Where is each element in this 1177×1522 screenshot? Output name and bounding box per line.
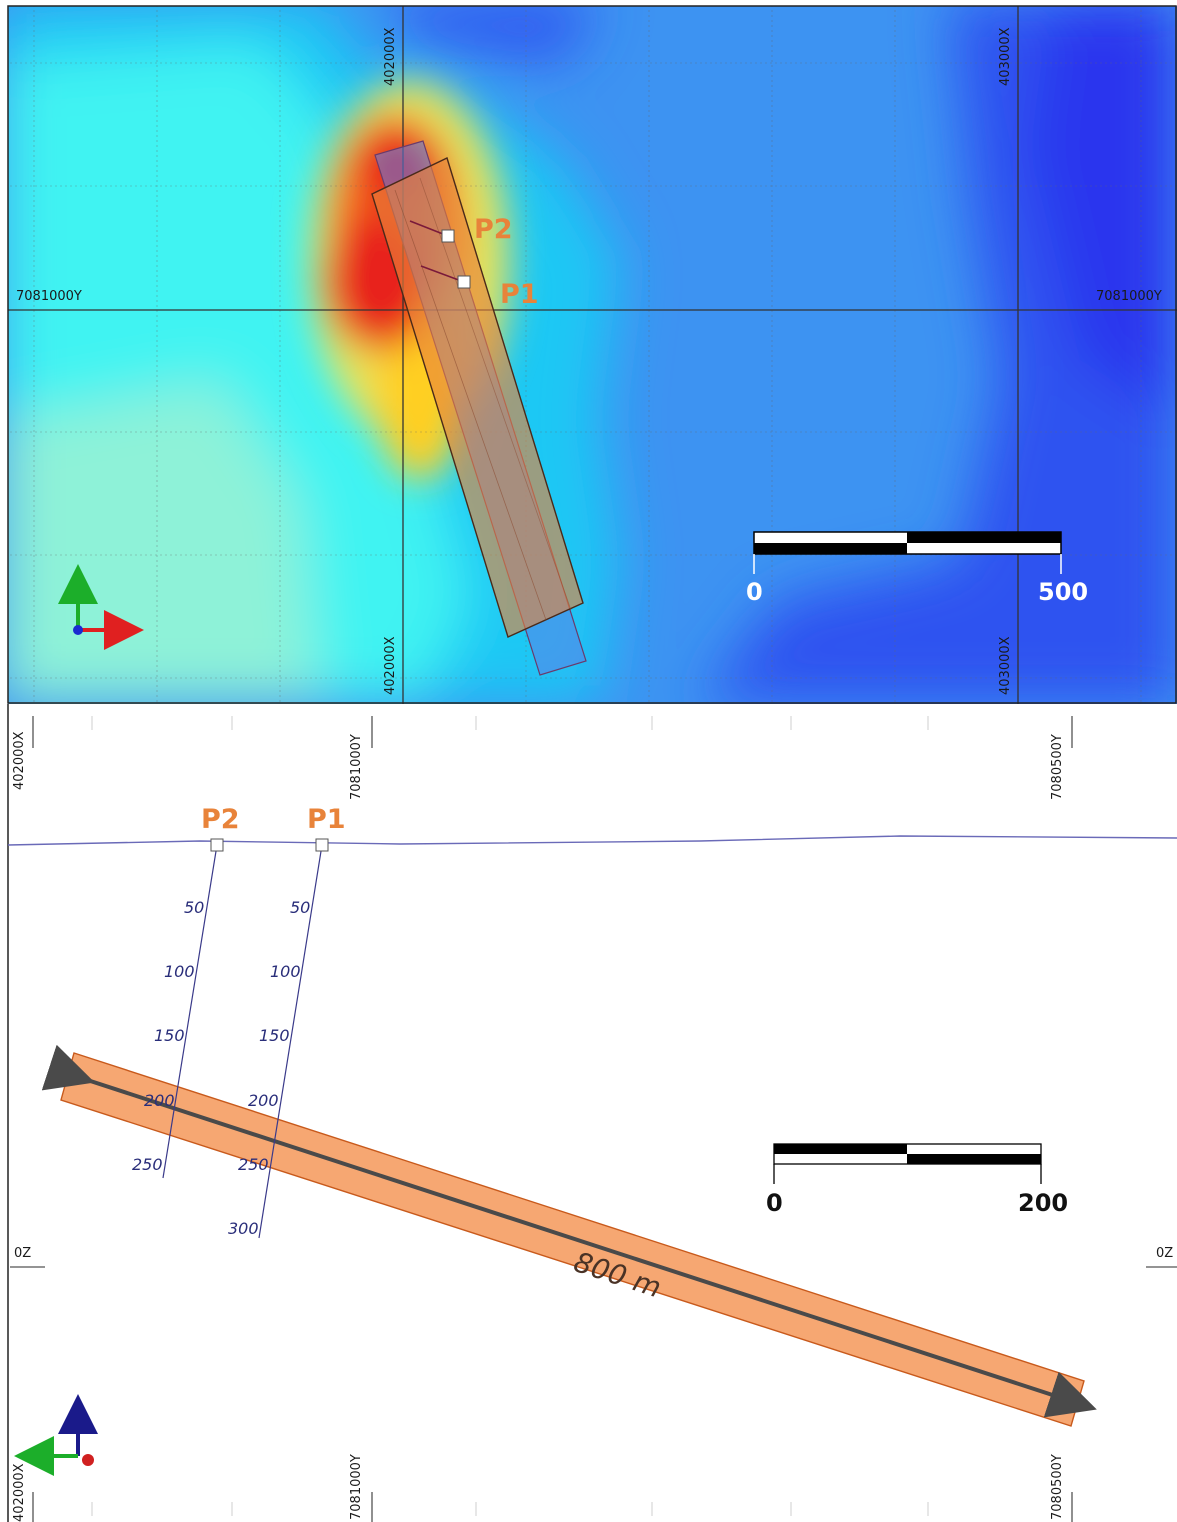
plan-scale-end: 500 <box>1038 578 1088 606</box>
depth-label: 250 <box>132 1155 163 1174</box>
plan-scale-start: 0 <box>746 578 763 606</box>
depth-label: 50 <box>184 898 204 917</box>
cross-section-view[interactable]: 800 m P2 50 100 150 200 250 P1 50 100 15… <box>0 704 1177 1522</box>
plan-collar-p1[interactable] <box>457 275 471 289</box>
plan-hole-label-p1: P1 <box>500 279 539 310</box>
plan-view-canvas: P2 P1 402000X 403000X 402000X 403000X 70… <box>7 5 1177 704</box>
section-grid-label-7081000y-bottom: 7081000Y <box>349 1454 364 1520</box>
section-collar-p1[interactable] <box>315 838 329 852</box>
magnetic-heatmap <box>8 6 1177 704</box>
section-axis-triad-icon <box>14 1394 98 1476</box>
section-scale-bar: 0 200 <box>766 1143 1068 1217</box>
depth-label: 200 <box>144 1091 175 1110</box>
depth-label: 150 <box>154 1026 185 1045</box>
plan-view-map[interactable]: P2 P1 402000X 403000X 402000X 403000X 70… <box>0 0 1177 704</box>
depth-label: 300 <box>228 1219 259 1238</box>
plan-grid-label-402000x-top: 402000X <box>383 27 398 86</box>
depth-label: 50 <box>290 898 310 917</box>
plan-grid-label-403000x-bottom: 403000X <box>998 636 1013 695</box>
depth-label: 100 <box>270 962 301 981</box>
section-grid-label-z-right: 0Z <box>1156 1246 1173 1261</box>
mineralised-zone: 800 m <box>41 1044 1097 1427</box>
plan-axis-triad-icon <box>58 564 144 650</box>
plan-collar-p2[interactable] <box>441 229 455 243</box>
section-scale-end: 200 <box>1018 1189 1068 1217</box>
section-grid-label-x-top: 402000X <box>12 731 27 790</box>
plan-grid-label-402000x-bottom: 402000X <box>383 636 398 695</box>
drillhole-p1[interactable]: P1 50 100 150 200 250 300 <box>228 804 346 1239</box>
plan-hole-label-p2: P2 <box>474 214 513 245</box>
section-scale-start: 0 <box>766 1189 783 1217</box>
plan-grid-label-y-right: 7081000Y <box>1096 289 1162 304</box>
plan-scale-bar: 0 500 <box>746 531 1088 606</box>
section-grid-label-7080500y-top: 7080500Y <box>1050 734 1065 800</box>
section-grid-label-z-left: 0Z <box>14 1246 31 1261</box>
depth-label: 100 <box>164 962 195 981</box>
depth-label: 200 <box>248 1091 279 1110</box>
section-grid-label-x-bottom: 402000X <box>12 1463 27 1522</box>
depth-label: 250 <box>238 1155 269 1174</box>
section-collar-p2[interactable] <box>210 838 224 852</box>
section-canvas: 800 m P2 50 100 150 200 250 P1 50 100 15… <box>7 704 1177 1522</box>
depth-label: 150 <box>259 1026 290 1045</box>
drillhole-p2[interactable]: P2 50 100 150 200 250 <box>132 804 240 1179</box>
section-hole-label-p1: P1 <box>307 804 346 835</box>
section-hole-label-p2: P2 <box>201 804 240 835</box>
section-grid-label-7081000y-top: 7081000Y <box>349 734 364 800</box>
section-grid-label-7080500y-bottom: 7080500Y <box>1050 1454 1065 1520</box>
plan-grid-label-403000x-top: 403000X <box>998 27 1013 86</box>
zone-footprint-upper <box>371 157 584 638</box>
plan-grid-label-y-left: 7081000Y <box>16 289 82 304</box>
section-grid <box>91 716 929 1516</box>
topography-line <box>7 835 1177 846</box>
